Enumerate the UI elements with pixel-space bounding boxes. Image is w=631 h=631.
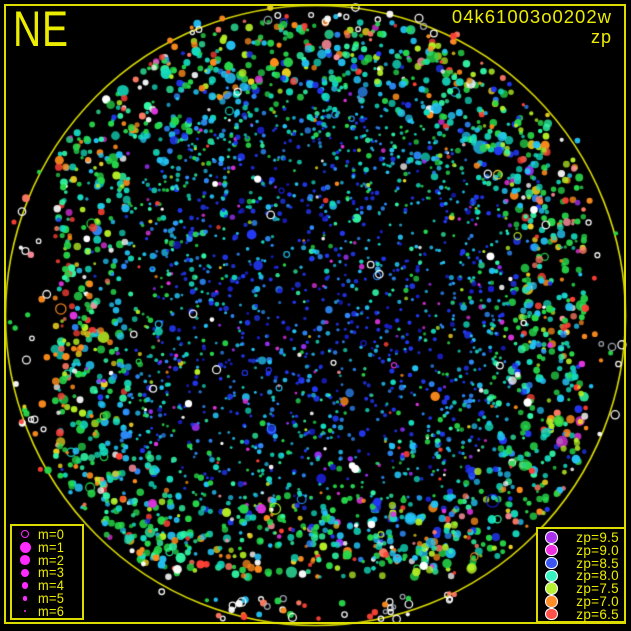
magnitude-legend-row: m=4 <box>12 578 82 594</box>
zeropoint-legend-label: zp=6.5 <box>576 606 619 622</box>
zeropoint-legend-row: zp=7.0 <box>538 593 624 609</box>
zeropoint-legend-row: zp=8.0 <box>538 568 624 584</box>
zeropoint-legend-label: zp=8.0 <box>576 568 619 584</box>
zeropoint-color-swatch-icon <box>545 582 558 595</box>
magnitude-legend-row: m=5 <box>12 590 82 606</box>
magnitude-legend-row: m=6 <box>12 603 82 619</box>
zeropoint-legend-row: zp=9.5 <box>538 529 624 545</box>
magnitude-marker-icon <box>20 555 30 565</box>
magnitude-legend-row: m=1 <box>12 539 82 555</box>
magnitude-marker-icon <box>23 609 27 613</box>
magnitude-legend: m=0 m=1 m=2 m=3 m=4 m=5 m=6 <box>10 524 84 620</box>
zeropoint-color-swatch-icon <box>545 556 558 570</box>
title-block: 04k61003o0202w zp <box>451 6 612 48</box>
plot-title: 04k61003o0202w <box>451 6 612 27</box>
magnitude-marker-icon <box>21 530 29 539</box>
zeropoint-legend-label: zp=9.0 <box>576 542 619 558</box>
magnitude-legend-label: m=2 <box>38 552 65 568</box>
magnitude-legend-row: m=3 <box>12 565 82 581</box>
magnitude-legend-row: m=0 <box>12 526 82 542</box>
magnitude-legend-label: m=4 <box>38 578 65 594</box>
colorbar-variable-label: zp <box>590 27 612 47</box>
magnitude-marker-icon <box>19 541 31 553</box>
zeropoint-color-swatch-icon <box>545 543 558 557</box>
zeropoint-legend-rows: zp=9.5 zp=9.0 zp=8.5 zp=8.0 zp=7.5 zp=7.… <box>538 529 624 622</box>
zeropoint-legend-row: zp=6.5 <box>538 606 624 622</box>
zeropoint-color-swatch-icon <box>545 569 558 583</box>
magnitude-legend-label: m=6 <box>38 603 65 619</box>
magnitude-legend-label: m=3 <box>38 565 65 581</box>
zeropoint-legend-label: zp=7.5 <box>576 581 619 597</box>
zeropoint-legend-label: zp=7.0 <box>576 593 619 609</box>
magnitude-legend-row: m=2 <box>12 552 82 568</box>
zeropoint-legend-row: zp=8.5 <box>538 555 624 571</box>
magnitude-legend-rows: m=0 m=1 m=2 m=3 m=4 m=5 m=6 <box>12 526 82 619</box>
zeropoint-legend-label: zp=8.5 <box>576 555 619 571</box>
zeropoint-legend: zp=9.5 zp=9.0 zp=8.5 zp=8.0 zp=7.5 zp=7.… <box>536 527 626 623</box>
zeropoint-legend-row: zp=7.5 <box>538 581 624 597</box>
magnitude-marker-icon <box>21 568 29 577</box>
zeropoint-color-swatch-icon <box>545 607 558 621</box>
zeropoint-color-swatch-icon <box>545 531 558 544</box>
magnitude-legend-label: m=1 <box>38 539 65 555</box>
zeropoint-legend-label: zp=9.5 <box>576 529 619 545</box>
zeropoint-color-swatch-icon <box>545 595 558 608</box>
zeropoint-legend-row: zp=9.0 <box>538 542 624 558</box>
magnitude-marker-icon <box>21 582 29 589</box>
orientation-label: NE <box>13 1 69 57</box>
magnitude-marker-icon <box>22 596 28 601</box>
magnitude-legend-label: m=5 <box>38 590 65 606</box>
magnitude-legend-label: m=0 <box>38 526 65 542</box>
